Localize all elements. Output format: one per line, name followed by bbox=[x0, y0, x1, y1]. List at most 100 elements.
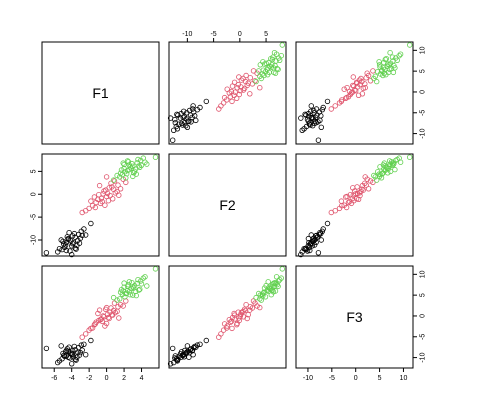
data-point-group-1 bbox=[197, 341, 203, 347]
data-point-group-2 bbox=[346, 88, 353, 95]
data-point-group-3 bbox=[118, 287, 125, 293]
data-point-group-1 bbox=[320, 104, 326, 111]
data-point-group-1 bbox=[58, 237, 64, 243]
data-point-group-2 bbox=[364, 70, 370, 76]
data-point-group-2 bbox=[89, 202, 96, 209]
data-point-group-2 bbox=[227, 319, 234, 325]
tick-label: -5 bbox=[420, 334, 427, 340]
data-point-group-3 bbox=[130, 173, 136, 180]
data-point-group-1 bbox=[180, 352, 187, 358]
data-point-group-2 bbox=[231, 92, 237, 98]
data-point-group-3 bbox=[118, 167, 125, 173]
data-point-group-2 bbox=[344, 193, 350, 200]
data-point-group-1 bbox=[65, 235, 71, 242]
data-point-group-3 bbox=[142, 274, 148, 280]
data-point-group-1 bbox=[303, 112, 309, 118]
axis-F3-right: -10 -5 0 5 10 bbox=[412, 46, 427, 139]
data-point-group-3 bbox=[382, 163, 388, 169]
data-point-group-3 bbox=[374, 177, 380, 183]
data-point-group-2 bbox=[345, 199, 352, 206]
data-point-group-2 bbox=[365, 186, 372, 192]
data-point-group-1 bbox=[175, 356, 181, 362]
data-point-group-1 bbox=[307, 119, 313, 126]
data-point-group-1 bbox=[308, 108, 314, 114]
data-point-group-2 bbox=[99, 198, 105, 205]
tick-label: 10 bbox=[400, 375, 408, 382]
data-point-group-2 bbox=[332, 103, 338, 109]
axis-F2-top: -10 -5 0 5 bbox=[182, 31, 268, 43]
data-point-group-1 bbox=[88, 220, 94, 227]
data-point-group-1 bbox=[175, 112, 181, 118]
data-point-group-3 bbox=[390, 69, 397, 76]
data-point-group-3 bbox=[137, 164, 143, 170]
data-point-group-3 bbox=[140, 275, 146, 281]
data-point-group-3 bbox=[142, 159, 148, 165]
data-point-group-2 bbox=[229, 325, 235, 332]
data-point-group-1 bbox=[324, 220, 331, 227]
data-point-group-2 bbox=[244, 82, 250, 89]
data-point-group-1 bbox=[71, 343, 77, 350]
data-point-group-2 bbox=[234, 84, 240, 91]
data-point-group-3 bbox=[136, 287, 142, 293]
data-point-group-2 bbox=[236, 91, 242, 98]
data-point-group-1 bbox=[184, 124, 191, 130]
data-point-group-1 bbox=[72, 245, 78, 251]
data-point-group-2 bbox=[221, 321, 228, 327]
data-point-group-2 bbox=[240, 308, 246, 315]
data-point-group-2 bbox=[350, 82, 356, 89]
data-point-group-2 bbox=[370, 179, 376, 186]
data-point-group-1 bbox=[75, 237, 81, 244]
data-point-group-2 bbox=[243, 72, 249, 79]
tick-label: 5 bbox=[264, 31, 268, 38]
data-point-group-2 bbox=[117, 186, 124, 192]
data-point-group-1 bbox=[186, 118, 192, 124]
data-point-group-1 bbox=[183, 122, 189, 129]
data-point-group-3 bbox=[268, 292, 274, 298]
data-point-group-3 bbox=[274, 65, 280, 72]
tick-label: 5 bbox=[420, 69, 427, 73]
data-point-group-2 bbox=[79, 334, 85, 340]
data-point-group-2 bbox=[220, 100, 227, 106]
data-point-group-2 bbox=[250, 298, 257, 304]
tick-label: -5 bbox=[420, 110, 427, 116]
data-point-group-1 bbox=[63, 247, 70, 254]
data-point-group-3 bbox=[124, 283, 131, 290]
data-point-group-1 bbox=[43, 345, 50, 352]
data-point-group-1 bbox=[184, 349, 190, 355]
data-point-group-2 bbox=[352, 87, 358, 93]
data-point-group-2 bbox=[82, 331, 89, 337]
data-point-group-3 bbox=[397, 51, 404, 57]
data-point-group-3 bbox=[135, 156, 141, 163]
data-point-group-3 bbox=[407, 154, 413, 160]
tick-label: -4 bbox=[69, 375, 75, 382]
data-point-group-3 bbox=[374, 78, 380, 85]
data-point-group-1 bbox=[69, 348, 76, 354]
data-point-group-3 bbox=[136, 163, 142, 169]
data-point-group-2 bbox=[109, 196, 116, 202]
data-point-group-1 bbox=[62, 242, 69, 248]
data-point-group-2 bbox=[109, 184, 115, 190]
panel-F1-vs-F3 bbox=[295, 41, 414, 145]
data-point-group-3 bbox=[279, 266, 285, 272]
data-point-group-3 bbox=[397, 159, 404, 165]
axis-F1-bottom: -6 -4 -2 0 2 4 bbox=[51, 367, 144, 382]
data-point-group-1 bbox=[189, 114, 195, 121]
data-point-group-1 bbox=[308, 240, 314, 246]
data-point-group-1 bbox=[70, 239, 77, 246]
data-point-group-1 bbox=[169, 345, 176, 352]
tick-label: -10 bbox=[420, 128, 427, 138]
panel-F3-vs-F1 bbox=[41, 265, 160, 369]
data-point-group-1 bbox=[190, 352, 196, 358]
data-point-group-3 bbox=[138, 281, 145, 287]
data-point-group-2 bbox=[346, 198, 353, 205]
data-point-group-2 bbox=[362, 81, 368, 87]
data-point-group-1 bbox=[298, 115, 304, 121]
data-point-group-2 bbox=[250, 68, 257, 74]
data-point-group-3 bbox=[133, 292, 139, 299]
tick-label: 5 bbox=[378, 375, 382, 382]
data-point-group-2 bbox=[247, 307, 253, 313]
data-point-group-3 bbox=[123, 175, 129, 181]
data-point-group-1 bbox=[307, 247, 313, 254]
data-point-group-3 bbox=[390, 161, 397, 168]
data-point-group-3 bbox=[376, 59, 382, 65]
